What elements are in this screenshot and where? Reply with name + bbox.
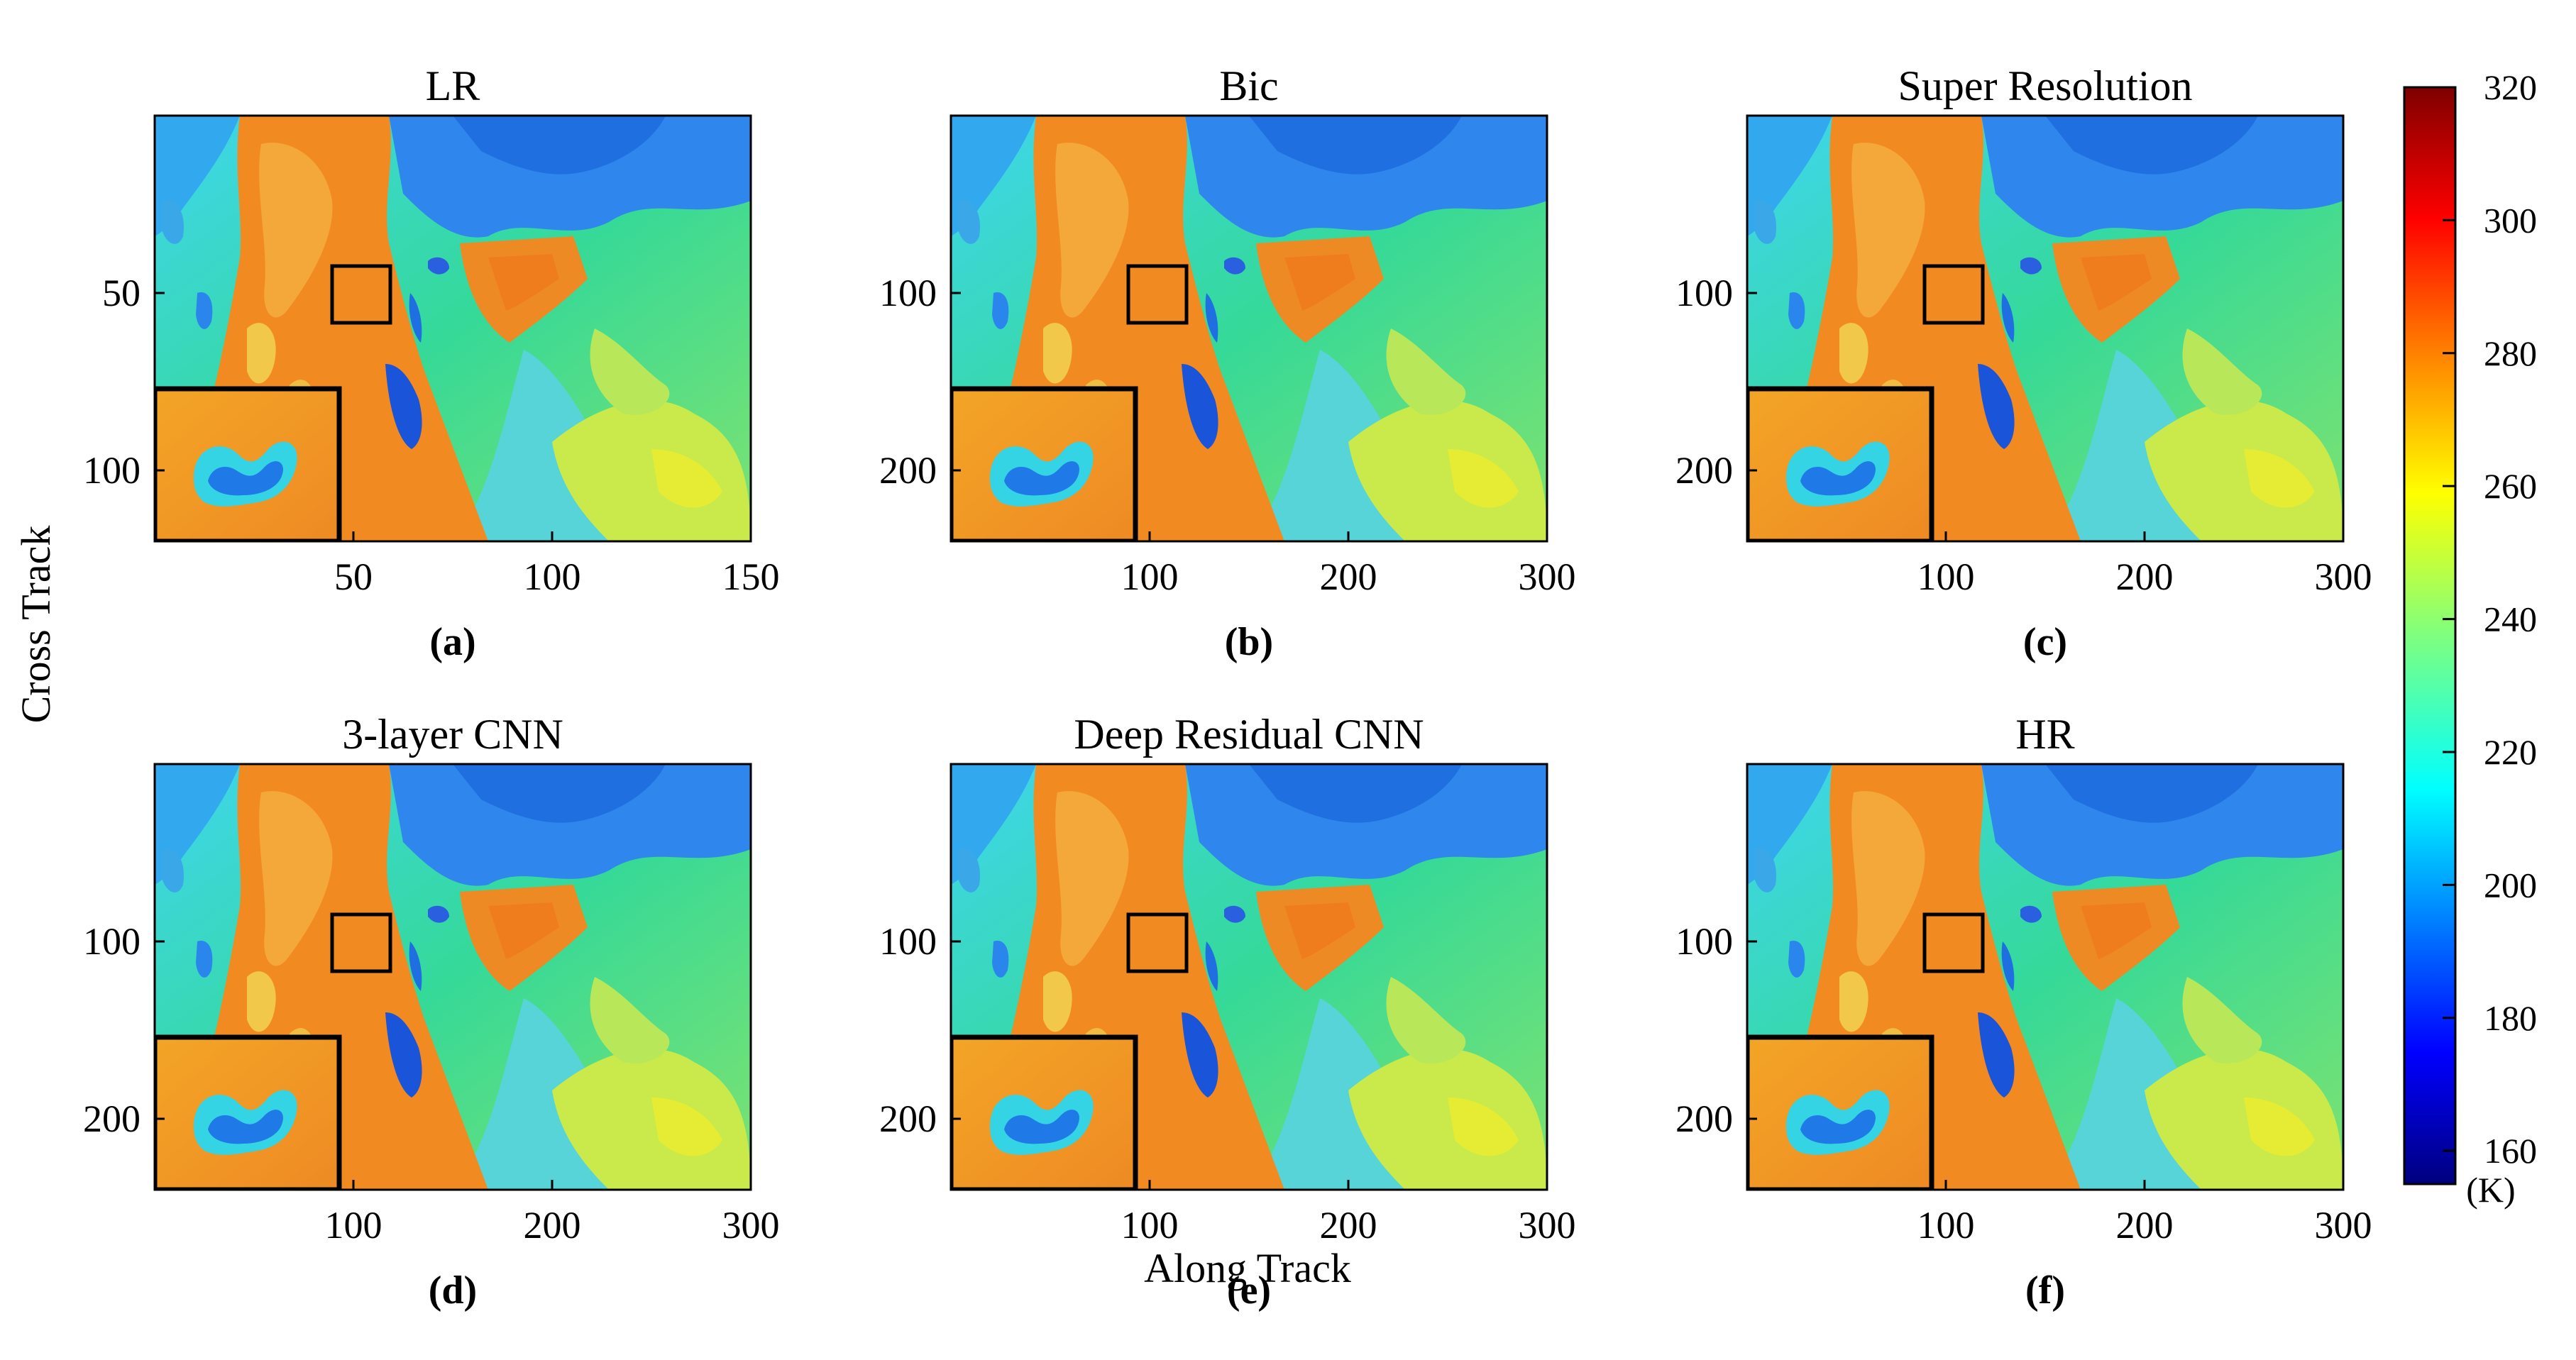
x-tick-label: 100 [1121, 1204, 1179, 1246]
y-tick-label: 100 [83, 920, 141, 963]
x-tick-label: 200 [524, 1204, 581, 1246]
panel-caption: (d) [429, 1268, 477, 1312]
y-tick-label: 200 [879, 1098, 937, 1140]
x-tick-label: 100 [524, 555, 581, 598]
panel-title: HR [2015, 711, 2074, 758]
ylabel-cross-track: Cross Track [13, 526, 59, 724]
x-tick-label: 200 [2116, 555, 2174, 598]
x-tick-label: 100 [1917, 1204, 1975, 1246]
colorbar-tick-label: 320 [2484, 67, 2537, 107]
y-tick-label: 200 [1675, 449, 1733, 492]
x-tick-label: 300 [2315, 1204, 2372, 1246]
colorbar-tick-label: 260 [2484, 466, 2537, 506]
colorbar-tick-label: 240 [2484, 599, 2537, 639]
axes-frame [1746, 763, 2345, 1191]
heatmap-image [1747, 116, 2343, 541]
x-tick-label: 300 [1519, 1204, 1576, 1246]
x-tick-label: 200 [2116, 1204, 2174, 1246]
panel-caption: (a) [429, 620, 475, 664]
colorbar-unit: (K) [2466, 1170, 2515, 1210]
panel-title: 3-layer CNN [342, 711, 563, 758]
heatmap-image [1747, 764, 2343, 1190]
panel-caption: (c) [2023, 620, 2067, 664]
x-tick-label: 300 [1519, 555, 1576, 598]
panel-e: Deep Residual CNN 100 200 300 100 200 (e) [879, 711, 1576, 1312]
panel-f: HR 100 200 300 100 200 (f) [1675, 711, 2372, 1312]
x-tick-label: 200 [1320, 555, 1377, 598]
axes-frame [1746, 114, 2345, 543]
axes-frame [950, 114, 1548, 543]
colorbar-tick-label: 180 [2484, 998, 2537, 1038]
panel-title: Super Resolution [1898, 62, 2193, 109]
panel-caption: (f) [2025, 1268, 2065, 1312]
colorbar-tick-label: 200 [2484, 865, 2537, 905]
x-tick-label: 300 [2315, 555, 2372, 598]
heatmap-image [155, 116, 751, 541]
panel-title: Bic [1219, 62, 1278, 109]
axes-frame [153, 114, 752, 543]
colorbar-tick-label: 300 [2484, 200, 2537, 240]
y-tick-label: 100 [83, 449, 141, 492]
panel-title: LR [426, 62, 480, 109]
colorbar [2403, 86, 2457, 1185]
panel-b: Bic 100 200 300 100 200 (b) [879, 62, 1576, 664]
colorbar-ticks: 320 300 280 260 240 220 200 180 160 [2443, 67, 2537, 1171]
y-tick-label: 100 [1675, 272, 1733, 314]
x-tick-label: 100 [1121, 555, 1179, 598]
x-tick-label: 100 [325, 1204, 382, 1246]
panel-d: 3-layer CNN 100 200 300 100 200 (d) [83, 711, 780, 1312]
colorbar-tick-label: 220 [2484, 732, 2537, 772]
x-tick-label: 200 [1320, 1204, 1377, 1246]
x-tick-label: 150 [722, 555, 780, 598]
x-tick-label: 100 [1917, 555, 1975, 598]
axes-frame [950, 763, 1548, 1191]
y-tick-label: 50 [102, 272, 141, 314]
colorbar-tick-label: 280 [2484, 333, 2537, 373]
panel-a: LR 50 100 150 50 100 (a) [83, 62, 780, 664]
panel-caption: (b) [1225, 620, 1273, 664]
y-tick-label: 200 [879, 449, 937, 492]
y-tick-label: 200 [1675, 1098, 1733, 1140]
panels: LR 50 100 150 50 100 (a) Bic 100 200 300 100 200 (b) S… [83, 62, 2372, 1312]
xlabel-along-track: Along Track [1144, 1245, 1351, 1291]
panel-c: Super Resolution 100 200 300 100 200 (c) [1675, 62, 2372, 664]
y-tick-label: 200 [83, 1098, 141, 1140]
x-tick-label: 300 [722, 1204, 780, 1246]
x-tick-label: 50 [334, 555, 373, 598]
panel-caption: (e) [1227, 1268, 1271, 1312]
heatmap-image [951, 764, 1547, 1190]
heatmap-image [155, 764, 751, 1190]
y-tick-label: 100 [1675, 920, 1733, 963]
heatmap-image [951, 116, 1547, 541]
axes-frame [153, 763, 752, 1191]
y-tick-label: 100 [879, 920, 937, 963]
panel-title: Deep Residual CNN [1074, 711, 1424, 758]
colorbar-tick-label: 160 [2484, 1131, 2537, 1171]
y-tick-label: 100 [879, 272, 937, 314]
